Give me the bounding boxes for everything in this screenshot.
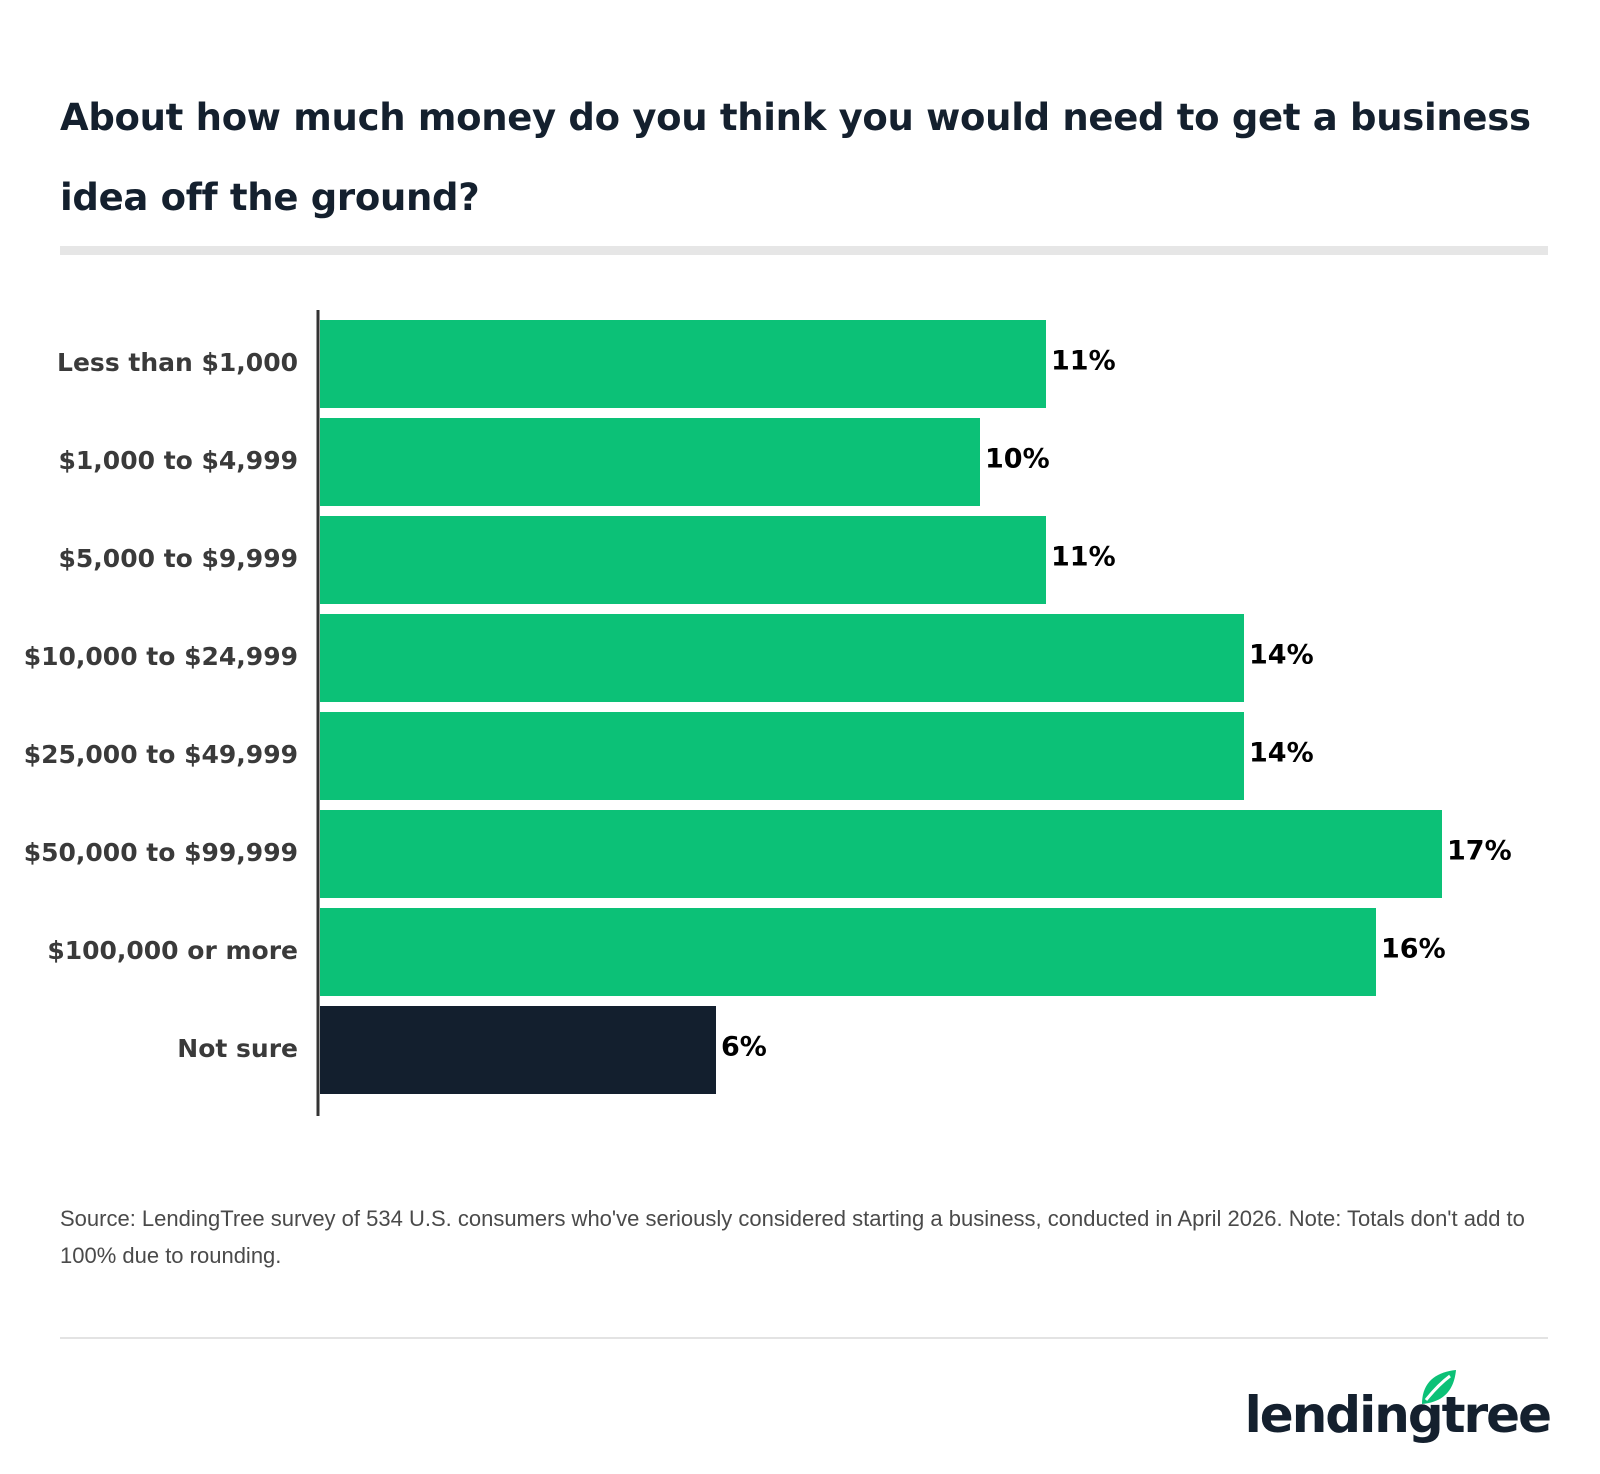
category-label: $5,000 to $9,999 bbox=[59, 544, 298, 573]
title-divider bbox=[60, 246, 1548, 255]
category-label: $1,000 to $4,999 bbox=[59, 446, 298, 475]
bar-chart: Less than $1,000 11% $1,000 to $4,999 10% $5… bbox=[24, 310, 1512, 1116]
bar-6 bbox=[320, 810, 1442, 898]
bar-4 bbox=[320, 614, 1244, 702]
value-label: 16% bbox=[1381, 934, 1446, 965]
value-label: 17% bbox=[1447, 836, 1512, 867]
chart-title: About how much money do you think you wo… bbox=[60, 96, 1531, 219]
bar-7 bbox=[320, 908, 1376, 996]
value-label: 10% bbox=[985, 444, 1050, 475]
value-label: 6% bbox=[721, 1032, 767, 1063]
category-label: $50,000 to $99,999 bbox=[24, 838, 298, 867]
logo-wordmark: lendingtree bbox=[1244, 1386, 1552, 1444]
leaf-icon bbox=[1422, 1370, 1456, 1404]
footer-divider bbox=[60, 1337, 1548, 1339]
category-label: $10,000 to $24,999 bbox=[24, 642, 298, 671]
bar-8 bbox=[320, 1006, 716, 1094]
category-label: $25,000 to $49,999 bbox=[24, 740, 298, 769]
category-label: $100,000 or more bbox=[47, 936, 298, 965]
value-label: 11% bbox=[1051, 542, 1116, 573]
category-label: Less than $1,000 bbox=[57, 348, 298, 377]
category-label: Not sure bbox=[177, 1034, 298, 1063]
bar-5 bbox=[320, 712, 1244, 800]
value-label: 14% bbox=[1249, 738, 1314, 769]
lendingtree-logo: lendingtree bbox=[1245, 1368, 1552, 1458]
bar-3 bbox=[320, 516, 1046, 604]
source-note: Source: LendingTree survey of 534 U.S. c… bbox=[60, 1206, 1525, 1268]
value-label: 14% bbox=[1249, 640, 1314, 671]
bar-2 bbox=[320, 418, 980, 506]
bar-1 bbox=[320, 320, 1046, 408]
value-label: 11% bbox=[1051, 346, 1116, 377]
